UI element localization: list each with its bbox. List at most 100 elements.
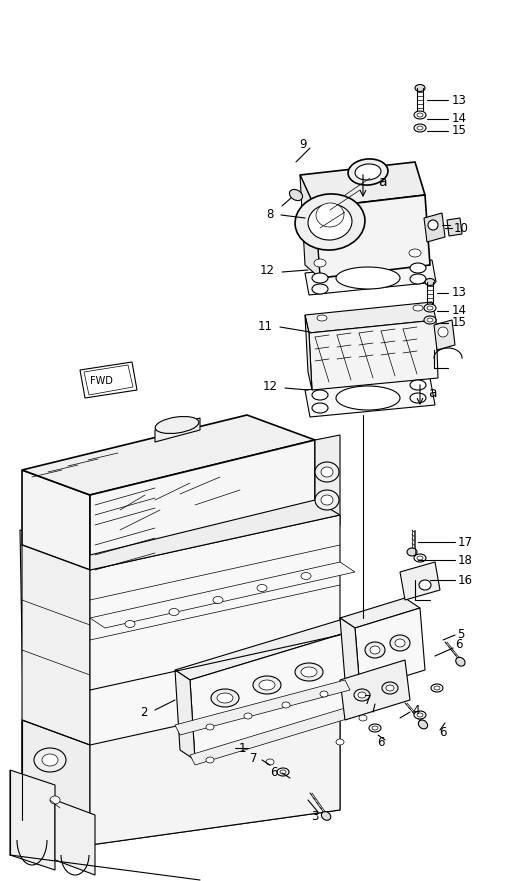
Ellipse shape <box>312 273 327 283</box>
Ellipse shape <box>409 274 425 284</box>
Ellipse shape <box>335 267 399 289</box>
Ellipse shape <box>252 676 280 694</box>
Text: 5: 5 <box>456 627 464 640</box>
Ellipse shape <box>314 259 325 267</box>
Ellipse shape <box>426 306 432 310</box>
Ellipse shape <box>316 315 326 321</box>
Ellipse shape <box>169 609 179 616</box>
Polygon shape <box>90 440 315 585</box>
Ellipse shape <box>312 390 327 400</box>
Polygon shape <box>80 362 137 398</box>
Text: 14: 14 <box>451 113 466 125</box>
Ellipse shape <box>406 548 416 556</box>
Text: 15: 15 <box>451 124 466 137</box>
Polygon shape <box>305 315 312 390</box>
Polygon shape <box>433 320 454 350</box>
Ellipse shape <box>281 702 289 708</box>
Ellipse shape <box>433 686 439 690</box>
Text: 18: 18 <box>457 553 472 566</box>
Text: 16: 16 <box>457 574 472 587</box>
Polygon shape <box>446 218 461 236</box>
Text: 8: 8 <box>266 209 274 221</box>
Polygon shape <box>339 660 409 720</box>
Text: 9: 9 <box>298 138 306 152</box>
Ellipse shape <box>312 284 327 294</box>
Ellipse shape <box>266 759 274 765</box>
Ellipse shape <box>427 220 437 230</box>
Ellipse shape <box>381 682 397 694</box>
Polygon shape <box>339 618 359 690</box>
Ellipse shape <box>385 685 393 691</box>
Text: 13: 13 <box>451 93 466 107</box>
Ellipse shape <box>414 85 424 92</box>
Ellipse shape <box>416 556 422 560</box>
Ellipse shape <box>335 386 399 410</box>
Ellipse shape <box>423 316 435 324</box>
Ellipse shape <box>243 713 251 719</box>
Ellipse shape <box>416 113 422 117</box>
Text: 4: 4 <box>411 704 419 716</box>
Ellipse shape <box>455 657 464 666</box>
Text: a: a <box>377 175 386 189</box>
Ellipse shape <box>300 667 316 677</box>
Polygon shape <box>305 260 435 295</box>
Polygon shape <box>90 500 339 570</box>
Ellipse shape <box>213 596 223 603</box>
Polygon shape <box>339 598 419 628</box>
Ellipse shape <box>413 554 425 562</box>
Ellipse shape <box>413 124 425 132</box>
Ellipse shape <box>312 403 327 413</box>
Polygon shape <box>423 213 444 242</box>
Ellipse shape <box>424 278 434 285</box>
Text: 13: 13 <box>451 286 466 300</box>
Ellipse shape <box>319 691 327 697</box>
Ellipse shape <box>276 768 288 776</box>
Ellipse shape <box>412 305 422 311</box>
Ellipse shape <box>315 462 338 482</box>
Ellipse shape <box>369 646 379 654</box>
Text: 15: 15 <box>451 316 466 329</box>
Ellipse shape <box>289 189 302 201</box>
Text: 7: 7 <box>364 693 371 707</box>
Polygon shape <box>22 415 315 495</box>
Ellipse shape <box>408 249 420 257</box>
Ellipse shape <box>368 724 380 732</box>
Ellipse shape <box>423 304 435 312</box>
Polygon shape <box>10 770 55 870</box>
Ellipse shape <box>409 380 425 390</box>
Ellipse shape <box>335 739 343 745</box>
Ellipse shape <box>358 715 366 721</box>
Polygon shape <box>90 562 355 628</box>
Polygon shape <box>189 705 359 765</box>
Ellipse shape <box>413 711 425 719</box>
Ellipse shape <box>50 796 60 804</box>
Ellipse shape <box>42 754 58 766</box>
Polygon shape <box>90 690 339 845</box>
Text: 6: 6 <box>454 639 462 652</box>
Polygon shape <box>305 378 434 417</box>
Polygon shape <box>399 562 439 600</box>
Ellipse shape <box>294 663 322 681</box>
Ellipse shape <box>211 689 238 707</box>
Ellipse shape <box>279 770 285 774</box>
Text: 6: 6 <box>377 736 384 749</box>
Ellipse shape <box>34 748 66 772</box>
Ellipse shape <box>206 757 214 763</box>
Ellipse shape <box>416 713 422 717</box>
Ellipse shape <box>430 684 442 692</box>
Ellipse shape <box>316 203 343 227</box>
Polygon shape <box>20 530 95 845</box>
Polygon shape <box>315 195 429 278</box>
Text: 7: 7 <box>250 751 258 765</box>
Ellipse shape <box>320 495 332 505</box>
Text: 10: 10 <box>453 221 468 234</box>
Text: 12: 12 <box>263 380 277 393</box>
Ellipse shape <box>125 620 135 627</box>
Polygon shape <box>55 800 95 875</box>
Ellipse shape <box>426 318 432 322</box>
Ellipse shape <box>416 126 422 130</box>
Text: a: a <box>427 386 436 400</box>
Ellipse shape <box>321 811 330 820</box>
Ellipse shape <box>437 327 447 337</box>
Ellipse shape <box>259 680 274 690</box>
